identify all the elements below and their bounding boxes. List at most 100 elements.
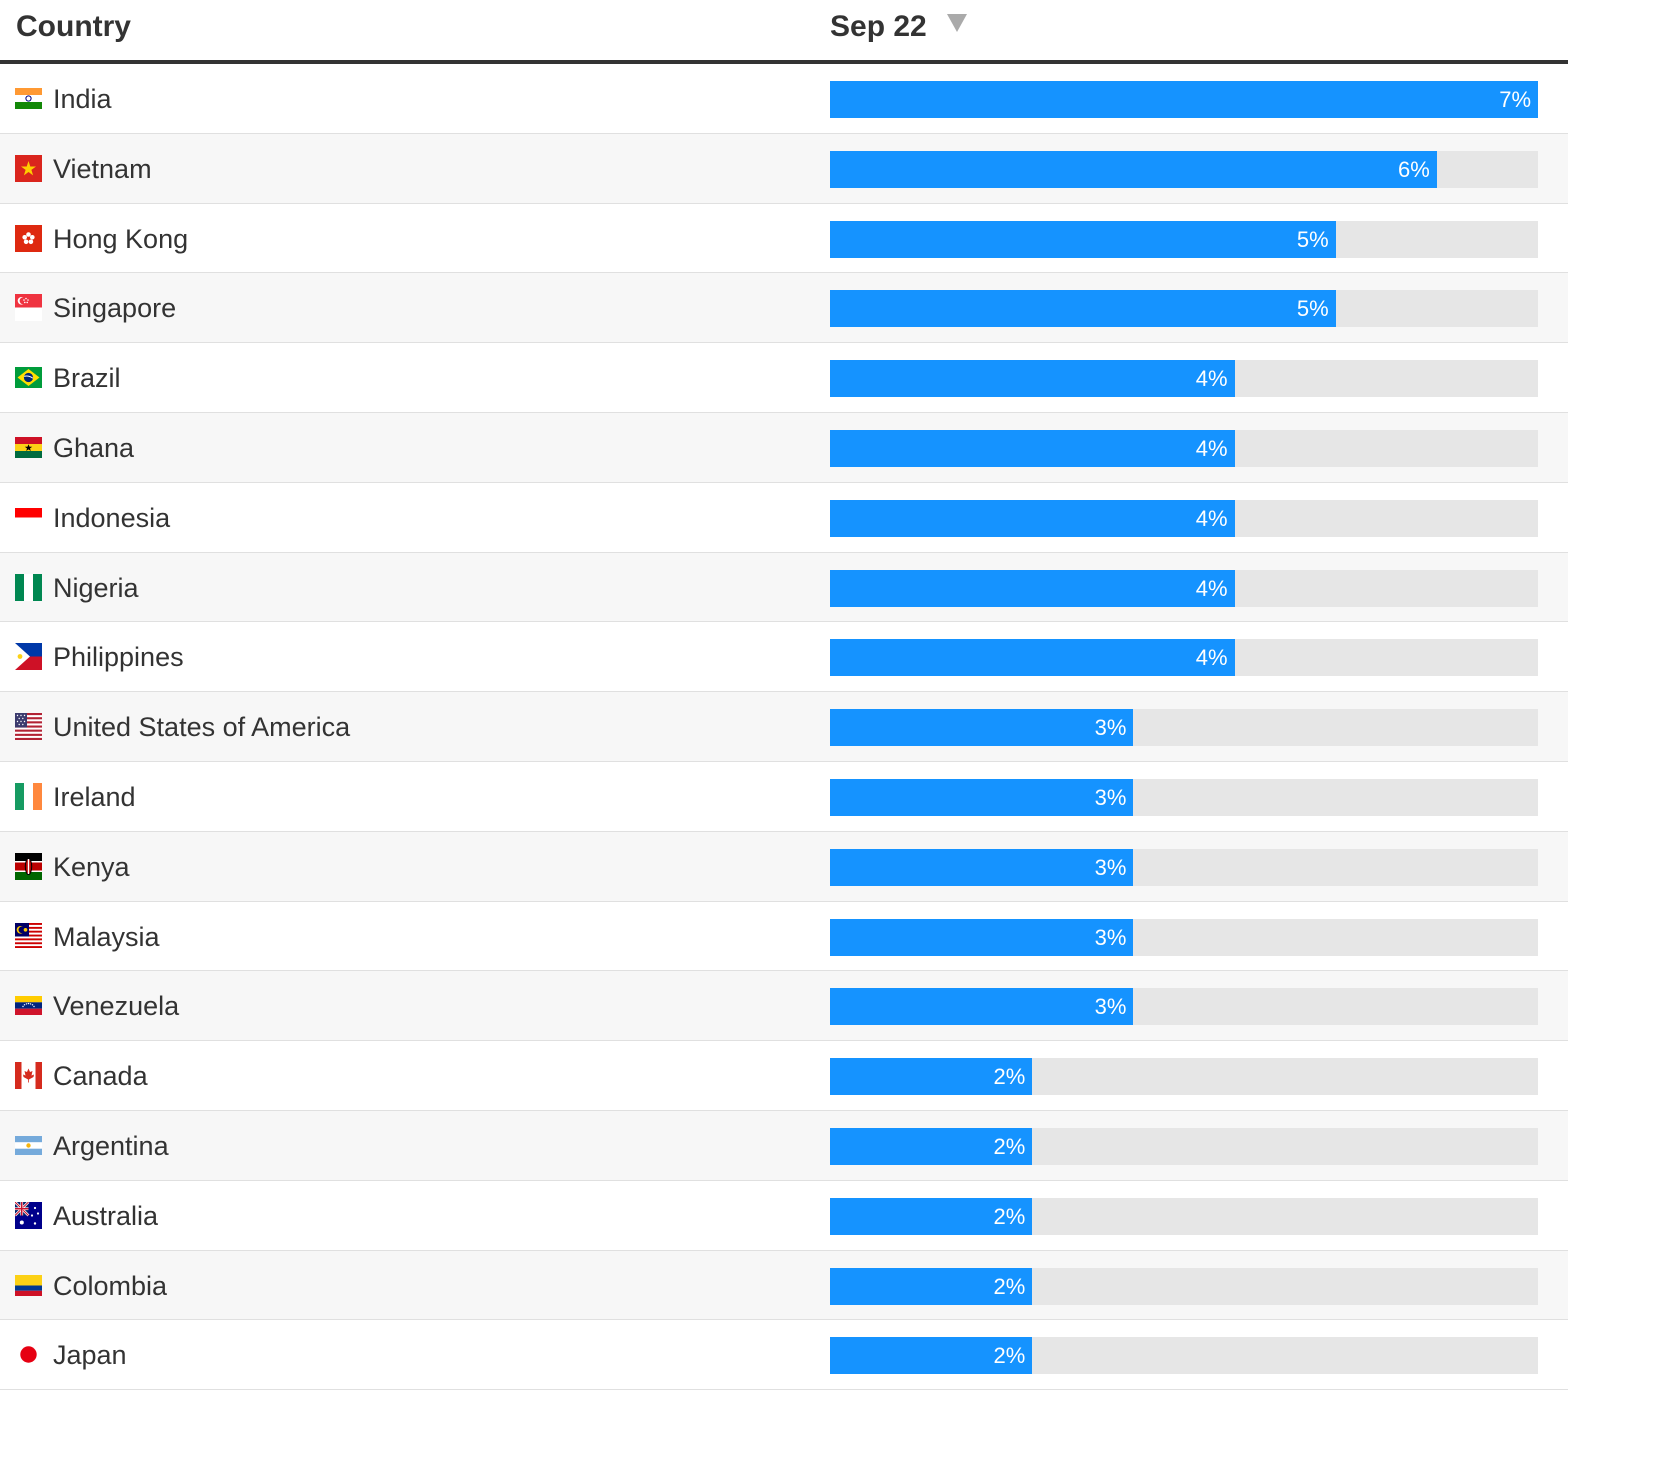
table-row-singapore: Singapore 5% (0, 273, 1568, 344)
table-row-ireland: Ireland 3% (0, 762, 1568, 832)
bar-value-label: 2% (993, 1064, 1026, 1090)
bar-value-label: 6% (1398, 156, 1430, 182)
bar-value-label: 7% (1499, 87, 1531, 112)
bar-ireland: 3% (830, 778, 1134, 816)
table-row-indonesia: Indonesia 4% (0, 483, 1568, 553)
table-row-ghana: Ghana 4% (0, 412, 1568, 483)
table-row-nigeria: Nigeria 4% (0, 552, 1568, 623)
country-name: India (53, 84, 112, 114)
argentina-flag-icon (15, 1132, 42, 1159)
bar-value-label: 3% (1094, 994, 1127, 1020)
country-name: Japan (53, 1340, 127, 1371)
nigeria-flag-icon (15, 573, 42, 601)
date-column-header[interactable]: Sep 22 (830, 10, 967, 44)
venezuela-flag-icon (15, 992, 42, 1019)
bar-japan: 2% (830, 1337, 1033, 1375)
philippines-flag-icon (15, 643, 42, 671)
bar-track: 5% (830, 220, 1538, 258)
table-row-malaysia: Malaysia 3% (0, 902, 1568, 972)
bar-track: 4% (830, 429, 1538, 467)
date-column-label: Sep 22 (830, 10, 927, 43)
brazil-flag-icon (15, 364, 42, 391)
table-row-united-states-of-america: United States of America 3% (0, 692, 1568, 762)
bar-canada: 2% (830, 1058, 1033, 1096)
usa-flag-icon (15, 713, 42, 741)
table-row-japan: Japan 2% (0, 1320, 1568, 1391)
bar-value-label: 2% (993, 1203, 1026, 1229)
table-header: Country Sep 22 (0, 0, 1568, 64)
bar-india: 7% (830, 81, 1538, 118)
table-row-venezuela: Venezuela 3% (0, 971, 1568, 1042)
country-name: Vietnam (53, 153, 152, 184)
malaysia-flag-icon (15, 922, 42, 950)
bar-track: 2% (830, 1267, 1538, 1305)
country-name: Argentina (53, 1130, 169, 1161)
kenya-flag-icon (15, 852, 42, 880)
bar-track: 3% (830, 918, 1538, 956)
table-row-brazil: Brazil 4% (0, 343, 1568, 413)
bar-value-label: 5% (1296, 296, 1329, 322)
table-row-vietnam: Vietnam 6% (0, 133, 1568, 204)
japan-flag-icon (15, 1341, 42, 1368)
bar-track: 2% (830, 1127, 1538, 1165)
bar-value-label: 3% (1094, 924, 1127, 950)
bar-brazil: 4% (830, 360, 1235, 398)
bar-value-label: 2% (993, 1273, 1026, 1299)
bar-value-label: 4% (1195, 645, 1228, 671)
vietnam-flag-icon (15, 154, 42, 182)
country-name: Australia (53, 1200, 159, 1231)
bar-hong-kong: 5% (830, 220, 1336, 258)
table-row-kenya: Kenya 3% (0, 831, 1568, 902)
country-name: Philippines (53, 642, 184, 673)
indonesia-flag-icon (15, 504, 42, 531)
australia-flag-icon (15, 1201, 42, 1229)
sort-descending-icon[interactable] (946, 14, 967, 32)
table-row-india: India 7% (0, 64, 1568, 134)
bar-track: 3% (830, 988, 1538, 1026)
table-body: India 7% Vietnam 6% Hong Kong 5% Singapore 5% Br… (0, 64, 1568, 1391)
country-name: Colombia (53, 1270, 168, 1301)
bar-kenya: 3% (830, 848, 1134, 886)
bar-track: 2% (830, 1337, 1538, 1375)
bar-value-label: 4% (1195, 435, 1228, 461)
country-name: Kenya (53, 851, 130, 882)
country-name: United States of America (53, 712, 351, 743)
country-name: Nigeria (53, 572, 139, 603)
country-name: Indonesia (53, 502, 171, 533)
country-name: Brazil (53, 363, 121, 394)
bar-value-label: 5% (1296, 226, 1329, 252)
bar-value-label: 2% (993, 1343, 1026, 1369)
bar-track: 7% (830, 81, 1538, 118)
bar-philippines: 4% (830, 639, 1235, 677)
bar-track: 2% (830, 1058, 1538, 1096)
bar-track: 3% (830, 709, 1538, 747)
table-row-australia: Australia 2% (0, 1181, 1568, 1251)
bar-track: 6% (830, 150, 1538, 188)
country-column-header[interactable]: Country (16, 10, 131, 43)
bar-value-label: 3% (1094, 784, 1127, 810)
bar-track: 3% (830, 848, 1538, 886)
ireland-flag-icon (15, 782, 42, 810)
bar-singapore: 5% (830, 290, 1336, 328)
bar-colombia: 2% (830, 1267, 1033, 1305)
country-name: Venezuela (53, 991, 180, 1022)
ghana-flag-icon (15, 434, 42, 461)
country-name: Canada (53, 1061, 148, 1092)
bar-value-label: 3% (1094, 854, 1127, 880)
table-row-canada: Canada 2% (0, 1041, 1568, 1111)
country-table: Country Sep 22 India 7% Vietnam 6% Hong Kong… (0, 0, 1568, 1391)
country-name: Malaysia (53, 921, 160, 952)
country-name: Hong Kong (53, 223, 189, 254)
bar-indonesia: 4% (830, 499, 1235, 537)
bar-ghana: 4% (830, 429, 1235, 467)
table-row-hong-kong: Hong Kong 5% (0, 204, 1568, 274)
bar-malaysia: 3% (830, 918, 1134, 956)
table-row-colombia: Colombia 2% (0, 1250, 1568, 1321)
bar-nigeria: 4% (830, 569, 1235, 607)
bar-track: 4% (830, 360, 1538, 398)
india-flag-icon (15, 85, 42, 112)
bar-value-label: 3% (1094, 715, 1127, 741)
bar-track: 4% (830, 499, 1538, 537)
bar-value-label: 4% (1195, 505, 1228, 531)
bar-vietnam: 6% (830, 150, 1437, 188)
